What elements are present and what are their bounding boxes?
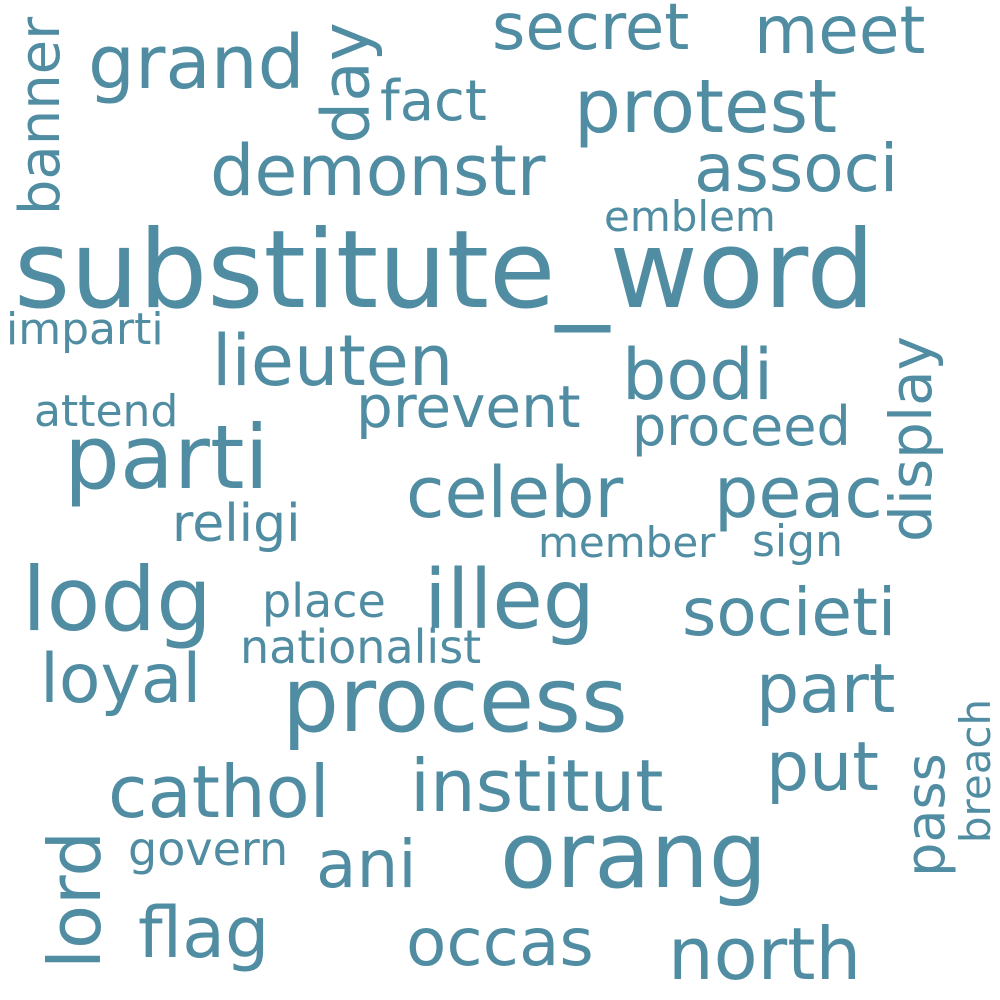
word: lieuten	[212, 320, 454, 402]
word: prevent	[356, 373, 581, 441]
word: loyal	[40, 640, 202, 719]
word: pass	[893, 753, 957, 877]
word: emblem	[604, 192, 776, 241]
word: illeg	[424, 553, 595, 648]
word: nationalist	[240, 620, 482, 674]
word: north	[668, 912, 862, 996]
word: religi	[172, 494, 301, 554]
word: substitute_word	[14, 208, 875, 333]
word: process	[282, 648, 628, 753]
word: lodg	[22, 548, 213, 651]
word: sign	[752, 516, 843, 567]
word: display	[876, 336, 945, 542]
word: parti	[64, 406, 269, 509]
word: lord	[33, 830, 118, 970]
word: protest	[574, 64, 838, 150]
word: put	[766, 728, 879, 807]
word: fact	[380, 69, 487, 134]
word: govern	[128, 822, 289, 876]
word: flag	[138, 892, 270, 974]
word: societi	[682, 574, 897, 651]
word: attend	[34, 386, 179, 437]
word: place	[262, 574, 386, 628]
word: orang	[500, 802, 768, 909]
word: secret	[492, 0, 690, 65]
word: demonstr	[210, 130, 546, 212]
word: celebr	[406, 452, 624, 534]
word: day	[307, 22, 385, 144]
word: grand	[88, 20, 305, 106]
word: member	[538, 518, 716, 567]
word: peac	[714, 452, 883, 534]
word: meet	[754, 0, 926, 69]
word: ani	[316, 826, 417, 903]
word: part	[756, 650, 896, 729]
word: cathol	[108, 750, 330, 834]
word: occas	[406, 904, 594, 981]
word: imparti	[6, 304, 164, 355]
word: proceed	[632, 395, 851, 458]
word: institut	[410, 744, 664, 828]
word: associ	[694, 130, 899, 207]
word: banner	[8, 16, 74, 216]
word: bodi	[622, 334, 774, 416]
word: breach	[951, 698, 1000, 844]
